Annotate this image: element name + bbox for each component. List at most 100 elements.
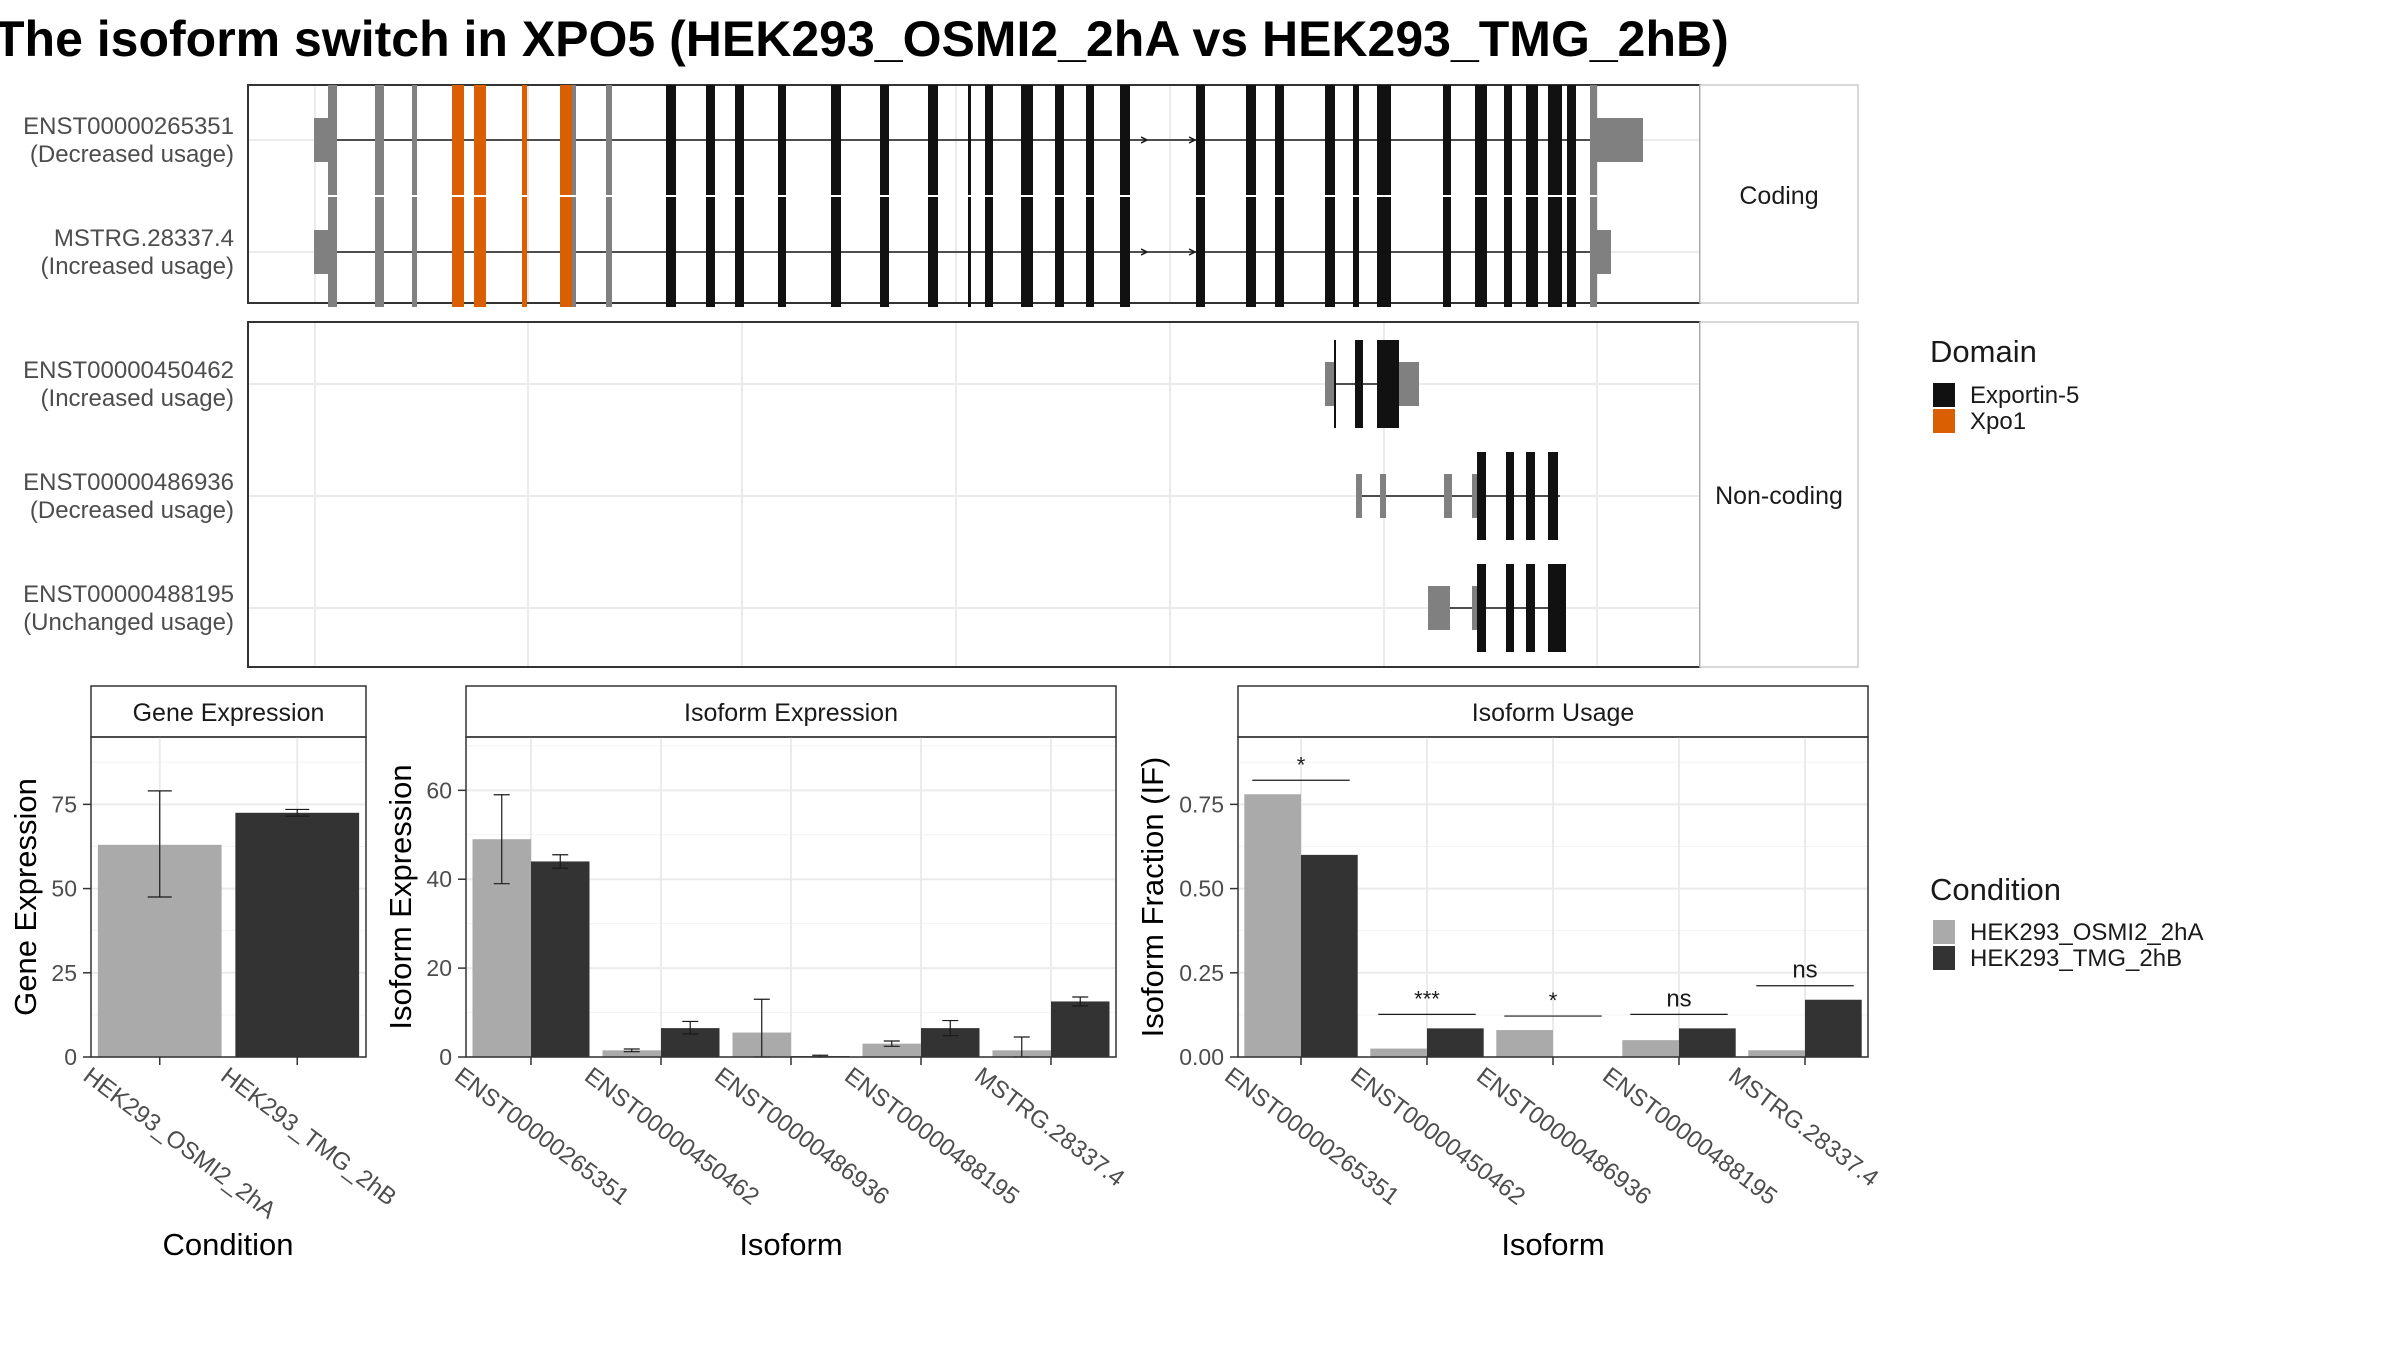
condition-legend: Condition HEK293_OSMI2_2hA HEK293_TMG_2h…: [1930, 872, 2203, 972]
error-bar: [493, 794, 510, 885]
bar: [1748, 1050, 1805, 1057]
bar: [531, 861, 590, 1057]
y-tick-label: 0: [439, 1044, 452, 1070]
exon: [1590, 197, 1597, 307]
exon: [831, 197, 841, 307]
exon: [1548, 564, 1566, 652]
exon: [328, 85, 337, 195]
significance-label: ns: [1792, 957, 1817, 984]
exon: [1526, 452, 1535, 540]
structure-panel-coding: [247, 84, 1701, 304]
chart-title: Gene Expression: [133, 699, 325, 727]
transcript-structure-plot: Coding Non-coding ENST00000265351 (Decre…: [23, 84, 1859, 668]
exon: [1526, 85, 1538, 195]
exon: [1475, 85, 1487, 195]
exon: [1196, 197, 1205, 307]
exon: [1506, 564, 1514, 652]
significance-label: *: [1297, 752, 1306, 777]
bar-charts: Gene Expression0255075HEK293_OSMI2_2hAHE…: [8, 685, 1883, 1262]
panel-border: [90, 736, 367, 1058]
track-usage: (Increased usage): [41, 385, 234, 412]
exon: [706, 85, 715, 195]
exon: [1325, 362, 1334, 406]
significance-label: *: [1549, 988, 1558, 1013]
structure-panel-noncoding: [247, 321, 1701, 668]
y-tick-label: 0.00: [1179, 1044, 1224, 1070]
exon: [1275, 85, 1284, 195]
strand-arrow: [1140, 248, 1149, 256]
exon: [314, 230, 328, 274]
exon: [606, 197, 612, 307]
exon: [522, 85, 527, 195]
track-name: ENST00000488195: [23, 581, 234, 608]
exon: [1355, 340, 1363, 428]
error-bar: [883, 1040, 900, 1047]
exon: [1428, 586, 1450, 630]
x-axis-label: Isoform: [1501, 1227, 1604, 1262]
transcript-track: [1428, 564, 1566, 652]
exon: [706, 197, 715, 307]
y-axis-label: Gene Expression: [8, 778, 43, 1016]
exon: [968, 197, 971, 307]
x-axis-label: Condition: [163, 1227, 294, 1262]
legend-swatch-cond2: [1933, 946, 1955, 970]
exon: [1506, 452, 1514, 540]
bar: [1244, 794, 1301, 1057]
figure-title: The isoform switch in XPO5 (HEK293_OSMI2…: [0, 11, 1729, 67]
exon: [1443, 197, 1451, 307]
error-bar: [623, 1048, 640, 1053]
error-bar: [682, 1020, 699, 1035]
exon: [928, 85, 938, 195]
bar: [1622, 1040, 1679, 1057]
error-bar: [942, 1019, 959, 1037]
track-name: MSTRG.28337.4: [54, 225, 234, 252]
exon: [1380, 474, 1386, 518]
y-tick-label: 20: [426, 955, 452, 981]
y-tick-label: 60: [426, 777, 452, 803]
strand-arrow: [1140, 136, 1149, 144]
exon: [375, 85, 384, 195]
bar: [1427, 1028, 1484, 1057]
exon: [1548, 452, 1558, 540]
exon: [1325, 85, 1335, 195]
chart-title: Isoform Expression: [684, 699, 898, 727]
bar: [862, 1043, 921, 1057]
track-name: ENST00000450462: [23, 357, 234, 384]
exon: [375, 197, 384, 307]
transcript-track: [314, 85, 1643, 195]
chart-title: Isoform Usage: [1472, 699, 1635, 727]
exon: [985, 85, 993, 195]
exon: [474, 197, 486, 307]
y-tick-label: 75: [51, 791, 77, 817]
strand-arrow: [1188, 136, 1197, 144]
strand-arrow: [1188, 248, 1197, 256]
exon: [1086, 85, 1094, 195]
exon: [1597, 118, 1643, 162]
exon: [1443, 85, 1451, 195]
exon: [606, 85, 612, 195]
exon: [452, 197, 464, 307]
exon: [928, 197, 938, 307]
exon: [1399, 362, 1419, 406]
exon: [1477, 452, 1486, 540]
exon: [735, 85, 744, 195]
y-tick-label: 40: [426, 866, 452, 892]
exon: [1055, 85, 1064, 195]
exon: [1472, 586, 1477, 630]
exon: [1325, 197, 1335, 307]
exon: [1548, 197, 1562, 307]
error-bar: [552, 854, 569, 869]
legend-label: HEK293_TMG_2hB: [1970, 945, 2182, 972]
exon: [1055, 197, 1064, 307]
error-bar: [147, 790, 172, 898]
exon: [452, 85, 464, 195]
transcript-track: [1325, 340, 1419, 428]
exon: [522, 197, 527, 307]
strip-noncoding: [1699, 321, 1859, 668]
exon: [1472, 474, 1477, 518]
bar: [1805, 999, 1862, 1057]
exon: [1526, 564, 1535, 652]
bar: [1679, 1028, 1736, 1057]
exon: [328, 197, 337, 307]
significance-label: ns: [1666, 985, 1691, 1012]
